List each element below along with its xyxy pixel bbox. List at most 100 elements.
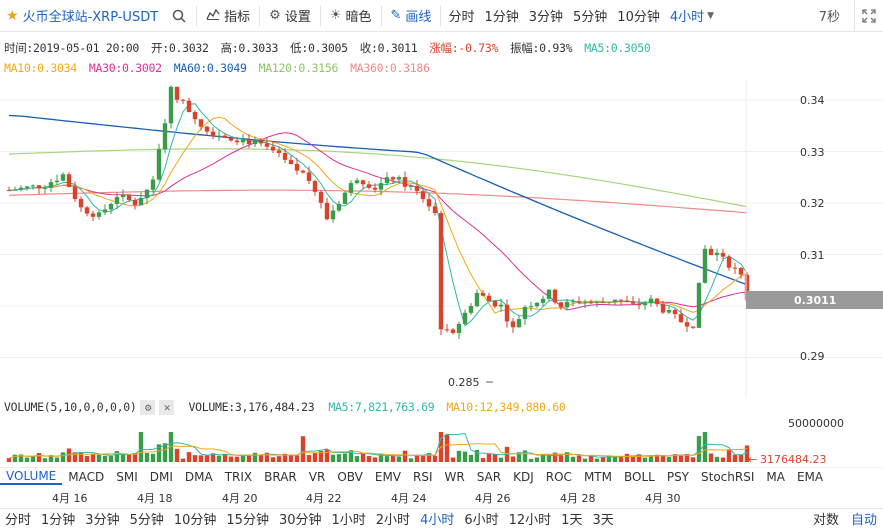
candle-body <box>438 213 444 330</box>
indicator-button[interactable]: 指标 <box>199 0 257 31</box>
volume-bar <box>528 458 534 462</box>
toolbar-divider <box>259 5 261 26</box>
volume-bar <box>168 432 174 462</box>
period-3min[interactable]: 3分钟 <box>528 10 564 25</box>
candle-body <box>522 306 528 320</box>
period-dropdown[interactable]: 4小时 ▼ <box>665 0 719 31</box>
candle-body <box>288 159 294 164</box>
candle-body <box>264 143 270 147</box>
fullscreen-icon[interactable] <box>854 0 883 31</box>
bottom-period-13[interactable]: 3天 <box>592 512 614 528</box>
log-scale-toggle[interactable]: 对数 <box>812 512 839 528</box>
period-5min[interactable]: 5分钟 <box>573 10 608 25</box>
bottom-period-12[interactable]: 1天 <box>561 512 583 528</box>
indicator-tab-emv[interactable]: EMV <box>374 470 402 484</box>
candle-body <box>456 323 462 333</box>
candle-body <box>210 131 216 137</box>
indicator-tab-dma[interactable]: DMA <box>184 470 213 484</box>
bottom-period-4[interactable]: 10分钟 <box>173 512 217 528</box>
volume-bar <box>240 455 246 462</box>
auto-scale-toggle[interactable]: 自动 <box>850 512 877 528</box>
candle-body <box>228 137 234 141</box>
candle-body <box>408 185 414 187</box>
candle-body <box>30 185 36 187</box>
volume-bar <box>126 454 132 462</box>
volume-bar <box>288 455 294 462</box>
volume-bar <box>42 458 48 462</box>
volume-bar <box>78 451 84 462</box>
info-amplitude: 振幅:0.93% <box>510 41 573 55</box>
indicator-tab-sar[interactable]: SAR <box>476 470 502 484</box>
bottom-period-10[interactable]: 6小时 <box>464 512 499 528</box>
date-tick: 4月 26 <box>475 492 511 505</box>
bottom-period-6[interactable]: 30分钟 <box>278 512 322 528</box>
volume-bar <box>666 456 672 462</box>
indicator-tab-roc[interactable]: ROC <box>545 470 572 484</box>
volume-bar <box>498 457 504 462</box>
indicator-tab-obv[interactable]: OBV <box>337 470 363 484</box>
pencil-icon: ✎ <box>390 8 402 23</box>
bottom-period-9[interactable]: 4小时 <box>420 512 455 528</box>
candle-body <box>324 202 330 220</box>
indicator-tab-rsi[interactable]: RSI <box>413 470 433 484</box>
indicator-tab-vr[interactable]: VR <box>308 470 326 484</box>
volume-bar <box>318 450 324 462</box>
star-icon[interactable]: ★ <box>6 7 19 24</box>
candle-body <box>174 86 180 100</box>
bottom-period-5[interactable]: 15分钟 <box>226 512 269 528</box>
indicator-tab-macd[interactable]: MACD <box>68 470 105 484</box>
candlestick-chart[interactable]: 0.34 0.33 0.32 0.31 0.29 0.3011 0.285 <box>0 0 883 398</box>
volume-bar <box>396 456 402 462</box>
candle-body <box>636 303 642 306</box>
indicator-tab-ema[interactable]: EMA <box>796 470 824 484</box>
candle-body <box>348 183 354 193</box>
bottom-period-2[interactable]: 3分钟 <box>85 512 120 528</box>
indicator-tab-mtm[interactable]: MTM <box>583 470 612 484</box>
settings-button[interactable]: ⚙ 设置 <box>262 0 318 31</box>
ma30-line <box>8 132 747 311</box>
draw-line-button[interactable]: ✎ 画线 <box>384 0 439 31</box>
candle-body <box>192 112 198 120</box>
indicator-icon <box>206 8 220 24</box>
indicator-tab-stochrsi[interactable]: StochRSI <box>701 470 755 484</box>
bottom-period-7[interactable]: 1小时 <box>331 512 366 528</box>
bottom-period-0[interactable]: 分时 <box>5 512 32 528</box>
period-1min[interactable]: 1分钟 <box>484 10 519 25</box>
candles <box>6 85 750 339</box>
bottom-period-11[interactable]: 12小时 <box>508 512 552 528</box>
bottom-period-3[interactable]: 5分钟 <box>129 512 164 528</box>
indicator-tab-wr[interactable]: WR <box>444 470 465 484</box>
candle-body <box>168 86 174 124</box>
indicator-tab-dmi[interactable]: DMI <box>149 470 173 484</box>
indicator-tab-psy[interactable]: PSY <box>666 470 690 484</box>
search-icon[interactable] <box>164 0 194 31</box>
bottom-period-bar: 分时 1分钟 3分钟 5分钟 10分钟 15分钟 30分钟 1小时 2小时 4小时 6小时 12小时 1… <box>0 508 883 528</box>
candle-body <box>276 150 282 153</box>
bottom-period-1[interactable]: 1分钟 <box>41 512 76 528</box>
candle-body <box>384 177 390 184</box>
volume-bar <box>174 448 180 462</box>
volume-chart[interactable]: 50000000 ← 3176484.23 <box>0 414 883 466</box>
candle-body <box>432 206 438 214</box>
toolbar-divider <box>319 5 321 26</box>
indicator-tab-kdj[interactable]: KDJ <box>513 470 534 484</box>
volume-bar <box>582 458 588 462</box>
indicator-tab-brar[interactable]: BRAR <box>264 470 297 484</box>
close-icon[interactable]: ✕ <box>159 399 175 415</box>
indicator-tab-smi[interactable]: SMI <box>116 470 138 484</box>
period-10min[interactable]: 10分钟 <box>617 10 660 25</box>
gear-icon[interactable]: ⚙ <box>140 399 156 415</box>
indicator-tab-boll[interactable]: BOLL <box>623 470 655 484</box>
indicator-tab-volume[interactable]: VOLUME <box>0 469 63 485</box>
period-timeline[interactable]: 分时 <box>448 10 475 25</box>
indicator-tab-ma[interactable]: MA <box>766 470 785 484</box>
candle-body <box>720 252 726 257</box>
candle-body <box>312 180 318 192</box>
bottom-period-8[interactable]: 2小时 <box>375 512 411 528</box>
volume-bar <box>510 456 516 462</box>
candle-body <box>180 99 186 101</box>
indicator-tab-trix[interactable]: TRIX <box>224 470 253 484</box>
theme-button[interactable]: ☀ 暗色 <box>323 0 379 31</box>
symbol-title[interactable]: ★ 火币全球站-XRP-USDT <box>0 0 164 31</box>
candle-body <box>588 302 594 304</box>
